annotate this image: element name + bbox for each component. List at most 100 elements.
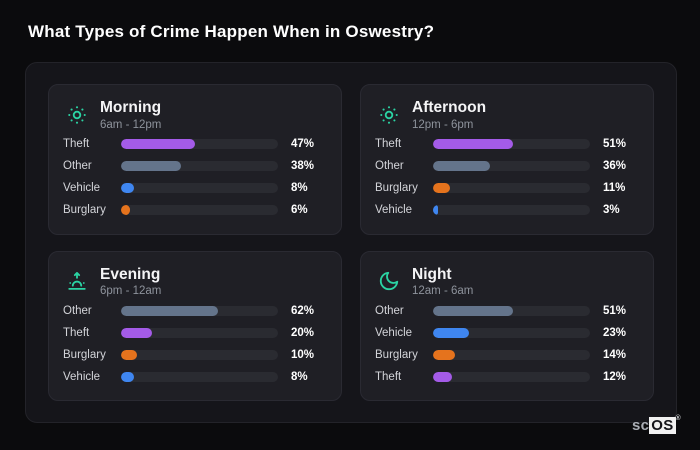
crime-category-label: Other [375,304,404,317]
crime-category-label: Other [63,304,92,317]
bar-fill [433,305,514,316]
bar-row: Theft 12% [375,370,639,383]
bar-row: Burglary 10% [63,348,327,361]
bar-track [121,371,278,382]
bar-track [433,305,590,316]
bar-percentage: 36% [603,160,627,172]
bar-percentage: 12% [603,370,627,383]
bar-percentage: 20% [291,326,315,339]
bar-row: Vehicle 8% [63,370,327,383]
bar-track [433,349,590,360]
bar-fill [121,305,219,316]
bar-fill [433,205,438,215]
watermark-prefix: sc [631,417,650,434]
bar-fill [121,139,195,149]
bar-row: Burglary 14% [375,348,639,361]
card-time-range: 6am - 12pm [100,118,162,131]
sunrise-icon [68,272,86,291]
crime-category-label: Other [63,160,92,172]
bar-fill [433,327,470,338]
bar-percentage: 3% [603,204,620,216]
card-time-range: 6pm - 12am [100,285,162,298]
watermark-brand: OS [649,417,676,434]
sun-icon [380,106,398,124]
bar-fill [121,183,134,193]
card-header: Evening 6pm - 12am [65,266,327,298]
bar-percentage: 11% [603,182,626,194]
bar-row: Vehicle 3% [375,204,639,217]
bar-track [121,161,278,171]
bar-row: Burglary 6% [63,204,327,217]
bar-row: Vehicle 8% [63,182,327,195]
bar-chart: Theft 47% Other 38% Vehicle 8% Burglary … [63,138,327,221]
bar-track [121,305,278,316]
card-title: Afternoon [412,99,487,116]
card-afternoon: Afternoon 12pm - 6pm Theft 51% Other 36%… [360,84,654,235]
moon-icon [379,272,399,291]
crime-category-label: Vehicle [375,204,413,216]
card-night: Night 12am - 6am Other 51% Vehicle 23% B… [360,250,654,401]
sunrise-icon [65,269,89,293]
card-morning: Morning 6am - 12pm Theft 47% Other 38% V… [48,84,342,235]
bar-track [433,205,590,215]
crime-category-label: Vehicle [63,370,101,383]
bar-fill [433,139,514,149]
bar-fill [121,349,137,360]
crime-category-label: Theft [63,326,90,339]
bar-percentage: 10% [291,348,315,361]
bar-fill [121,327,153,338]
crime-category-label: Theft [375,138,402,150]
bar-chart: Other 51% Vehicle 23% Burglary 14% Theft… [375,304,639,387]
bar-fill [433,371,452,382]
crime-category-label: Burglary [375,182,418,194]
card-header: Night 12am - 6am [377,265,639,298]
crime-category-label: Vehicle [63,182,101,194]
bar-percentage: 8% [291,182,308,194]
crime-category-label: Vehicle [375,326,413,339]
bar-row: Burglary 11% [375,182,639,195]
crime-category-label: Other [375,160,404,172]
bar-percentage: 62% [291,304,315,317]
bar-fill [433,183,451,193]
bar-row: Other 38% [63,160,327,173]
bar-row: Other 36% [375,160,639,173]
crime-category-label: Theft [375,370,402,383]
bar-track [121,183,278,193]
bar-percentage: 6% [291,204,308,216]
bar-track [121,349,278,360]
bar-fill [433,161,490,171]
card-evening: Evening 6pm - 12am Other 62% Theft 20% B… [48,250,342,401]
bar-track [433,327,590,338]
bar-row: Theft 20% [63,326,327,339]
watermark: sc OS ® [631,415,681,434]
card-header: Afternoon 12pm - 6pm [377,99,639,131]
bar-percentage: 8% [291,370,308,383]
bar-fill [433,349,455,360]
sun-icon [68,106,86,124]
bar-percentage: 51% [603,304,627,317]
bar-track [121,205,278,215]
card-time-range: 12am - 6am [412,285,474,298]
bar-fill [121,205,131,215]
bar-percentage: 14% [603,348,627,361]
crime-category-label: Burglary [63,348,106,361]
bar-row: Other 62% [63,304,327,317]
bar-percentage: 23% [603,326,627,339]
bar-track [121,327,278,338]
cards-grid: Morning 6am - 12pm Theft 47% Other 38% V… [48,84,654,401]
card-time-range: 12pm - 6pm [412,118,474,131]
bar-track [433,139,590,149]
bar-track [433,371,590,382]
crime-category-label: Burglary [63,204,106,216]
bar-row: Theft 47% [63,138,327,151]
bar-row: Theft 51% [375,138,639,151]
card-title: Night [412,265,452,283]
bar-percentage: 51% [603,138,627,150]
sun-icon [377,103,401,127]
card-header: Morning 6am - 12pm [65,99,327,131]
bar-track [433,183,590,193]
bar-fill [121,371,134,382]
bar-row: Other 51% [375,304,639,317]
crime-category-label: Theft [63,138,90,150]
bar-fill [121,161,181,171]
